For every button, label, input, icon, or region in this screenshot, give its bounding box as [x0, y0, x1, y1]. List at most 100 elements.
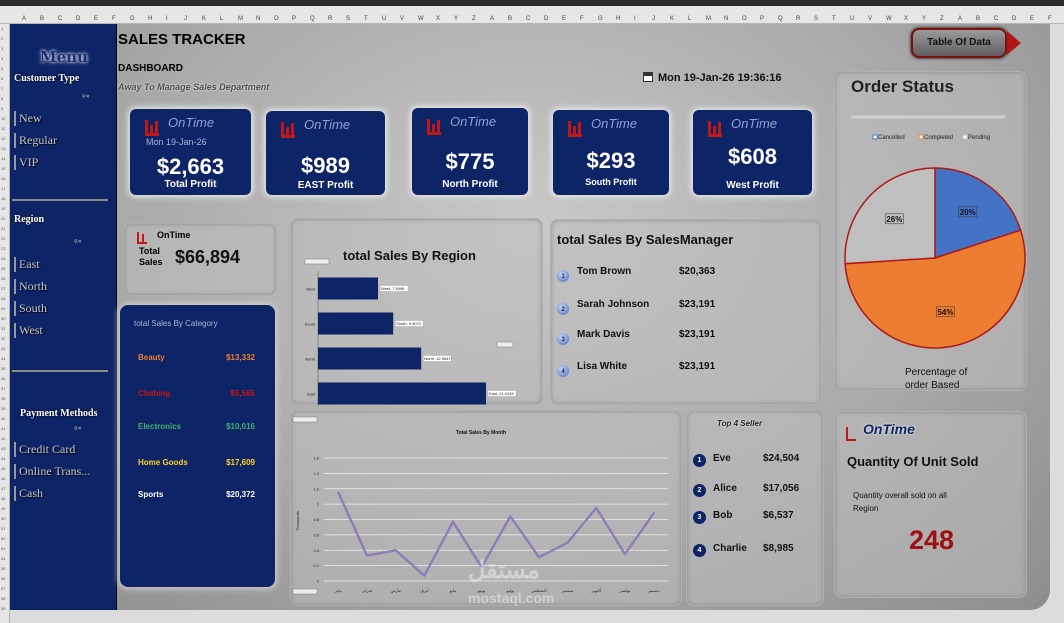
category-row-sports: Sports $20,372: [138, 490, 263, 499]
bar: [318, 382, 486, 405]
data-label: 20%: [960, 208, 976, 217]
manager-row: 2 Sarah Johnson $23,191: [557, 299, 807, 317]
row-header: 50: [1, 516, 6, 521]
slicer-item-regular[interactable]: Regular: [14, 133, 57, 148]
x-tick-label: أغسطس: [531, 587, 546, 593]
slicer-item-west[interactable]: West: [14, 323, 43, 338]
arrow-right-icon: [1007, 31, 1021, 55]
column-header: I: [166, 16, 168, 22]
quantity-value: 248: [908, 525, 955, 555]
column-header: U: [382, 16, 387, 22]
row-header: 17: [1, 186, 6, 191]
category-row-beauty: Beauty $13,332: [138, 353, 263, 362]
data-label: North, 12.9847: [424, 356, 451, 361]
column-header: M: [238, 16, 243, 22]
manager-name: Mark Davis: [577, 329, 630, 340]
slicer-item-east[interactable]: East: [14, 257, 40, 272]
column-header: S: [814, 16, 819, 22]
table-of-data-button[interactable]: Table Of Data: [911, 28, 1023, 58]
row-header: 22: [1, 236, 6, 241]
row-header: 26: [1, 276, 6, 281]
seller-sales: $24,504: [763, 453, 800, 464]
manager-sales: $23,191: [679, 299, 716, 310]
category-value: $5,565: [230, 389, 255, 398]
rank-badge: 1: [557, 270, 569, 282]
slicer-item-credit-card[interactable]: Credit Card: [14, 442, 75, 457]
watermark-url: mostaql.com: [468, 590, 555, 606]
clear-filter-icon[interactable]: ⚲✕: [82, 94, 90, 100]
slicer-item-vip[interactable]: VIP: [14, 155, 38, 170]
bar-chart-icon: [281, 122, 295, 138]
data-label-box: [936, 306, 955, 318]
row-header: 6: [1, 76, 4, 81]
column-header: A: [958, 16, 963, 22]
chart-title: Total Sales By Month: [456, 430, 506, 436]
rank-badge: 1: [693, 454, 706, 467]
x-tick-label: أكتوبر: [591, 587, 602, 593]
kpi-value: $293: [586, 148, 636, 173]
y-tick-label: 1.6: [313, 456, 319, 461]
row-header: 41: [1, 426, 6, 431]
column-header: C: [526, 16, 531, 22]
row-header: 9: [1, 106, 4, 111]
category-row-home-goods: Home Goods $17,609: [138, 458, 263, 467]
category-value: $10,016: [226, 422, 255, 431]
row-header: 51: [1, 526, 6, 531]
category-name: Beauty: [138, 353, 165, 362]
row-header: 20: [1, 216, 6, 221]
row-header: 55: [1, 566, 6, 571]
x-tick-label: نوفمبر: [619, 588, 631, 593]
legend-label: Pending: [968, 135, 990, 141]
slicer-item-online-transfer[interactable]: Online Trans...: [14, 464, 90, 479]
row-header: 34: [1, 356, 6, 361]
column-header: W: [418, 16, 424, 22]
column-header: F: [580, 16, 584, 22]
row-header: 45: [1, 466, 6, 471]
row-header: 42: [1, 436, 6, 441]
x-tick-label: سبتمبر: [561, 588, 574, 593]
x-tick-label: يناير: [334, 588, 342, 593]
slicer-item-south[interactable]: South: [14, 301, 47, 316]
column-header: E: [1030, 16, 1035, 22]
bar-chart-icon: [427, 119, 441, 135]
pie-slice: [934, 167, 1022, 260]
column-header: V: [868, 16, 873, 22]
clear-filter-icon[interactable]: ⚲✕: [74, 239, 82, 245]
data-point: [623, 552, 627, 556]
row-header: 57: [1, 586, 6, 591]
column-header: Q: [310, 16, 315, 22]
column-header: A: [490, 16, 495, 22]
slicer-item-north[interactable]: North: [14, 279, 47, 294]
data-point: [451, 520, 455, 524]
column-header: F: [1048, 16, 1052, 22]
column-header: S: [346, 16, 351, 22]
row-header: 5: [1, 66, 4, 71]
pie-slice: [844, 229, 1026, 349]
seller-sales: $17,056: [763, 483, 800, 494]
column-header: P: [292, 16, 297, 22]
menu-title: Menu: [40, 48, 88, 66]
table-of-data-label[interactable]: Table Of Data: [911, 28, 1007, 58]
total-sales-label-line2: Sales: [139, 257, 163, 267]
data-label: 26%: [886, 215, 902, 224]
data-label-box: [487, 390, 517, 397]
clear-filter-icon[interactable]: ⚲✕: [74, 426, 82, 432]
column-header: K: [670, 16, 675, 22]
chart-filter-button: [304, 258, 330, 265]
y-tick-label: West: [306, 287, 316, 292]
total-sales-value: $66,894: [175, 247, 241, 267]
slicer-item-cash[interactable]: Cash: [14, 486, 43, 501]
y-axis-label: Thousands: [295, 511, 300, 531]
slicer-item-new[interactable]: New: [14, 111, 42, 126]
row-header: 11: [1, 126, 6, 131]
kpi-brand: OnTime: [591, 116, 638, 131]
column-header: Z: [472, 16, 476, 22]
data-label: West, 7.5096: [381, 286, 405, 291]
column-header: U: [850, 16, 855, 22]
column-header: M: [706, 16, 711, 22]
data-label: South, 9.4072: [396, 321, 422, 326]
calendar-icon: [643, 72, 653, 82]
payment-methods-label: Payment Methods: [20, 408, 98, 419]
sales-by-month-panel: Total Sales By Month 0 0.2 0.4 0.6 0.8 1 1.2 1.4…: [290, 410, 682, 606]
kpi-label: Total Profit: [164, 179, 217, 190]
